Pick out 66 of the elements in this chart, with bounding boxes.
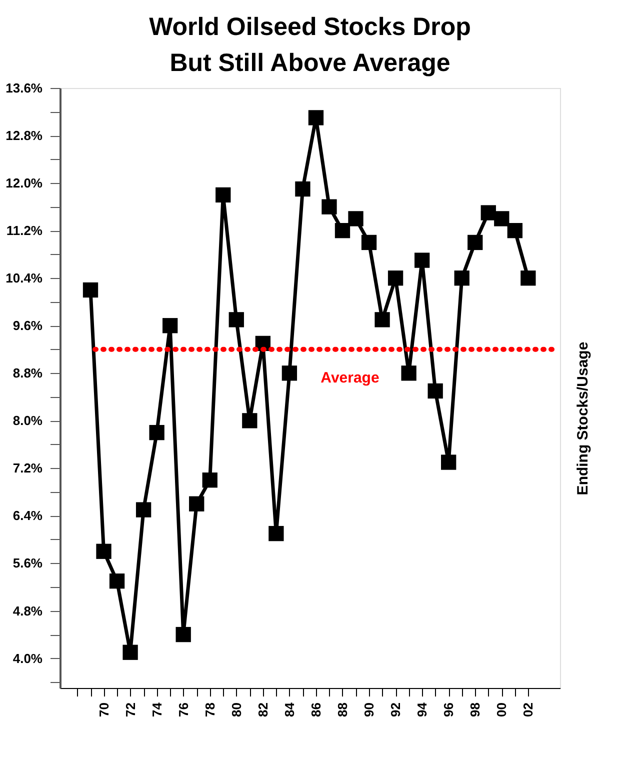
x-tick-label: 74 <box>149 702 164 717</box>
x-tick-label: 96 <box>441 702 456 717</box>
y-tick-label: 9.6% <box>12 318 43 334</box>
point <box>441 454 456 470</box>
point <box>454 270 470 286</box>
x-tick-label: 84 <box>282 702 297 717</box>
point <box>268 526 284 542</box>
x-tick-label: 80 <box>228 702 244 717</box>
point <box>162 318 178 334</box>
point <box>308 110 324 126</box>
point <box>202 472 218 488</box>
point <box>122 644 138 660</box>
y-tick-label: 12.0% <box>6 176 43 191</box>
x-tick-label: 90 <box>362 702 377 717</box>
y-tick-label: 8.0% <box>12 413 43 428</box>
y-axis-title: Ending Stocks/Usage <box>574 342 592 496</box>
point <box>468 234 483 250</box>
x-tick-label: 92 <box>388 702 404 717</box>
x-tick-label: 88 <box>334 702 350 717</box>
y-tick-label: 8.8% <box>12 366 43 381</box>
y-tick-label: 10.4% <box>6 270 43 286</box>
x-tick-label: 76 <box>176 702 191 717</box>
point <box>322 199 337 214</box>
point <box>361 234 377 250</box>
point <box>334 222 350 238</box>
chart-title: World Oilseed Stocks Drop But Still Above Average <box>149 13 471 77</box>
x-tick-label: 02 <box>520 702 536 717</box>
point <box>216 187 231 203</box>
point <box>520 270 536 286</box>
x-tick-label: 70 <box>96 702 112 717</box>
point <box>228 312 244 328</box>
point <box>374 312 390 328</box>
point <box>507 222 522 238</box>
point <box>414 252 430 268</box>
ref-line-label: Average <box>320 369 380 386</box>
y-tick-label: 4.0% <box>12 650 43 666</box>
point <box>109 573 125 589</box>
point <box>176 626 191 642</box>
point <box>428 383 443 399</box>
x-tick-label: 72 <box>122 702 138 717</box>
x-tick-label: 78 <box>202 702 218 717</box>
x-tick-label: 86 <box>308 702 324 717</box>
y-tick-label: 4.8% <box>12 603 43 618</box>
point <box>96 544 112 559</box>
point <box>242 413 258 428</box>
point <box>401 366 416 381</box>
y-tick-label: 12.8% <box>6 128 43 144</box>
y-tick-label: 6.4% <box>12 508 43 524</box>
point <box>282 366 298 381</box>
x-tick-label: 00 <box>494 702 510 717</box>
y-tick-label: 11.2% <box>6 223 43 238</box>
point <box>480 205 496 220</box>
point <box>388 270 404 286</box>
point <box>136 502 152 518</box>
x-tick-label: 82 <box>255 702 270 717</box>
y-tick-label: 5.6% <box>12 556 43 571</box>
point <box>189 496 204 512</box>
y-tick-label: 13.6% <box>6 80 43 96</box>
point <box>82 282 98 298</box>
point <box>149 424 164 440</box>
x-tick-label: 94 <box>414 702 430 717</box>
x-tick-label: 98 <box>468 702 483 717</box>
y-tick-label: 7.2% <box>12 460 43 476</box>
point <box>295 181 310 197</box>
point <box>348 211 364 226</box>
point <box>494 211 510 226</box>
